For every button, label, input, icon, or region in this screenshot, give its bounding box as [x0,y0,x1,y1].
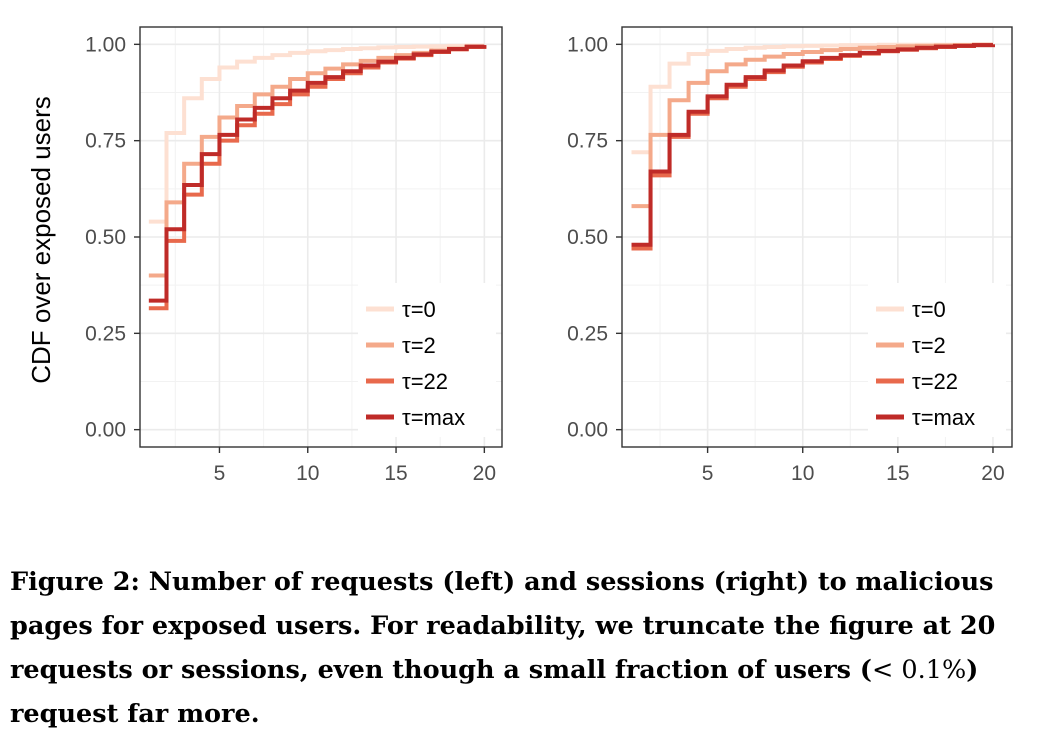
x-tick-label: 20 [981,462,1004,485]
legend-label: τ=0 [912,297,946,322]
right-panel-sessions: 0.00 0.25 0.50 0.75 1.00 5 10 15 20 τ=0 τ=2 τ=22 τ=m… [567,26,1013,485]
legend-label: τ=2 [912,333,946,358]
legend: τ=0 τ=2 τ=22 τ=max [868,283,1006,437]
legend-label: τ=max [912,405,975,430]
legend-label: τ=max [402,405,465,430]
y-tick-label: 0.75 [567,130,608,153]
series-line-tau-0 [148,43,487,224]
left-panel-requests: 0.00 0.25 0.50 0.75 1.00 5 10 15 20 τ=0 τ=2 τ=22 τ=m… [85,26,503,485]
y-tick-label: 0.75 [85,130,126,153]
x-tick-label: 5 [702,462,714,485]
y-tick-label: 1.00 [85,33,126,56]
y-tick-label: 0.25 [567,322,608,345]
legend-label: τ=22 [912,369,958,394]
series-line-tau-max [631,43,995,247]
x-tick-label: 20 [473,462,496,485]
x-tick-label: 15 [384,462,407,485]
figure-caption: Figure 2: Number of requests (left) and … [10,560,1054,736]
x-tick-label: 15 [886,462,909,485]
x-tick-label: 5 [214,462,226,485]
y-tick-label: 0.25 [85,322,126,345]
y-tick-label: 0.00 [567,419,608,442]
legend-label: τ=22 [402,369,448,394]
legend: τ=0 τ=2 τ=22 τ=max [358,283,496,437]
y-tick-label: 0.50 [85,226,126,249]
x-tick-label: 10 [296,462,319,485]
cdf-figure: CDF over exposed users 0.00 0.25 0.50 0.75 1… [26,26,1013,485]
x-tick-label: 10 [791,462,814,485]
caption-text-end: ) request far more. [10,655,979,729]
series-line-tau-max [148,44,487,303]
y-tick-label: 1.00 [567,33,608,56]
y-tick-label: 0.00 [85,419,126,442]
y-axis-title: CDF over exposed users [26,96,56,384]
legend-label: τ=0 [402,297,436,322]
y-tick-label: 0.50 [567,226,608,249]
caption-math: < 0.1% [871,655,967,685]
caption-text: Figure 2: Number of requests (left) and … [10,567,996,685]
legend-label: τ=2 [402,333,436,358]
